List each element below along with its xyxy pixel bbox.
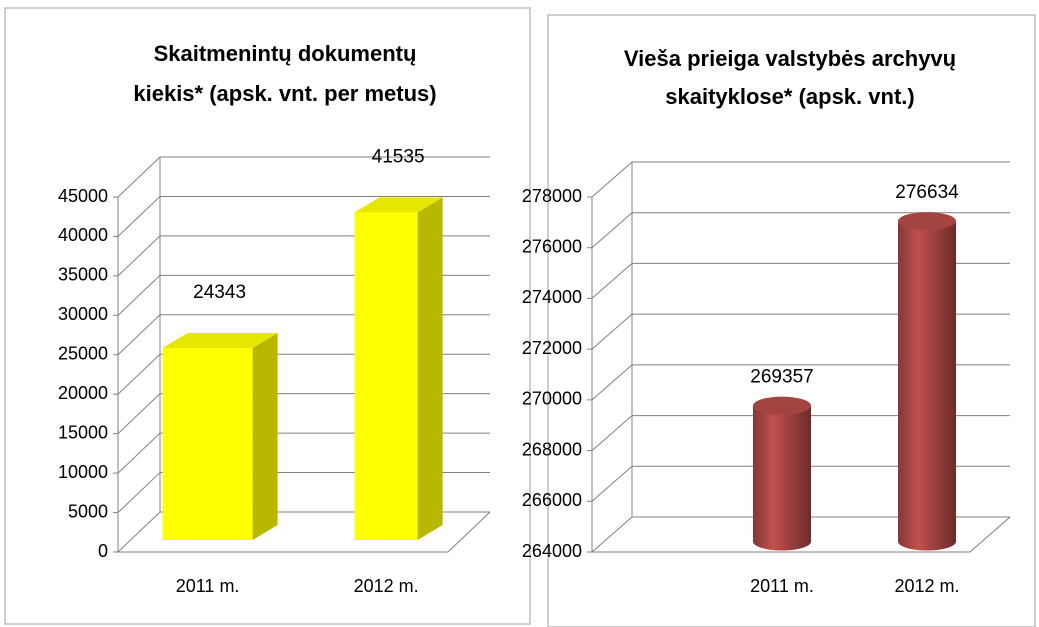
- y-tick-label: 274000: [522, 287, 582, 307]
- chart-title: Skaitmenintų dokumentų: [154, 41, 417, 66]
- grid-line: [117, 432, 161, 474]
- y-tick-label: 40000: [58, 225, 108, 245]
- grid-line: [591, 263, 633, 299]
- grid-line: [117, 274, 161, 316]
- y-tick-label: 268000: [522, 439, 582, 459]
- grid-line: [591, 415, 633, 451]
- panel-left: [4, 7, 531, 625]
- y-tick-label: 278000: [522, 186, 582, 206]
- y-tick-label: 5000: [68, 501, 108, 521]
- grid-line: [117, 235, 161, 277]
- grid-line: [591, 161, 633, 198]
- bar-top: [354, 197, 443, 213]
- grid-line: [117, 196, 161, 237]
- y-tick-label: 35000: [58, 265, 108, 285]
- cylinder: [898, 221, 956, 551]
- value-label: 41535: [372, 146, 425, 167]
- grid-line: [591, 313, 633, 350]
- y-tick-label: 10000: [58, 462, 108, 482]
- y-tick-label: 264000: [522, 541, 582, 561]
- panel-right: [547, 14, 1036, 627]
- grid-line: [117, 511, 161, 553]
- y-tick-label: 20000: [58, 383, 108, 403]
- grid-line: [591, 212, 633, 249]
- grid-line: [117, 314, 161, 356]
- cylinder-top: [898, 212, 956, 231]
- axis-line: [447, 511, 491, 553]
- x-tick-label: 2011 m.: [176, 576, 240, 596]
- x-tick-label: 2011 m.: [750, 576, 814, 596]
- axis-line: [969, 516, 1011, 553]
- bar: [354, 212, 418, 540]
- y-tick-label: 270000: [522, 389, 582, 409]
- grid-line: [591, 465, 633, 502]
- chart-title: skaityklose* (apsk. vnt.): [665, 84, 914, 109]
- bar-top: [162, 332, 278, 348]
- x-tick-label: 2012 m.: [354, 576, 419, 596]
- bar-side: [252, 332, 278, 540]
- cylinder: [753, 405, 811, 551]
- y-tick-label: 0: [98, 541, 108, 561]
- grid-line: [591, 364, 633, 401]
- value-label: 24343: [193, 282, 246, 303]
- value-label: 276634: [895, 182, 959, 203]
- value-label: 269357: [750, 367, 813, 388]
- chart-title: Vieša prieiga valstybės archyvų: [624, 46, 956, 71]
- bar-side: [417, 197, 443, 540]
- grid-line: [591, 516, 633, 553]
- y-tick-label: 266000: [522, 490, 582, 510]
- grid-line: [117, 472, 161, 513]
- cylinder-top: [753, 396, 811, 415]
- grid-line: [117, 393, 161, 435]
- grid-line: [117, 156, 161, 198]
- y-tick-label: 45000: [58, 186, 108, 206]
- y-tick-label: 25000: [58, 344, 108, 364]
- y-tick-label: 30000: [58, 304, 108, 324]
- x-tick-label: 2012 m.: [894, 576, 959, 596]
- y-tick-label: 276000: [522, 236, 582, 256]
- y-tick-label: 272000: [522, 338, 582, 358]
- y-tick-label: 15000: [58, 422, 108, 442]
- bar: [162, 347, 253, 540]
- chart-title: kiekis* (apsk. vnt. per metus): [133, 81, 436, 106]
- grid-line: [117, 353, 161, 395]
